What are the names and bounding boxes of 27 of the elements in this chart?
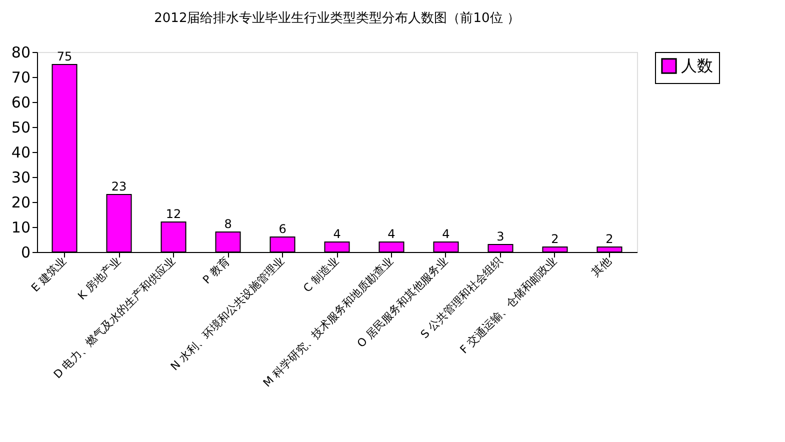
y-tick-label: 0 xyxy=(20,244,30,262)
y-tick-label: 20 xyxy=(11,194,30,212)
x-tick-label: E 建筑业 xyxy=(28,254,69,294)
y-tick-label: 80 xyxy=(11,44,30,62)
x-tick-label: P 教育 xyxy=(200,254,232,286)
data-label: 4 xyxy=(388,227,396,241)
y-tick-label: 10 xyxy=(11,218,30,236)
data-label: 4 xyxy=(442,227,450,241)
chart-title: 2012届给排水专业毕业生行业类型类型分布人数图（前10位 ） xyxy=(154,11,520,26)
data-label: 12 xyxy=(166,207,182,221)
data-label: 6 xyxy=(278,222,286,236)
y-tick-label: 70 xyxy=(11,68,30,86)
data-label: 4 xyxy=(333,227,341,241)
data-label: 2 xyxy=(606,232,614,246)
y-tick-label: 50 xyxy=(11,118,30,136)
y-tick-label: 60 xyxy=(11,94,30,112)
y-tick-label: 30 xyxy=(11,168,30,186)
data-label: 23 xyxy=(111,180,127,194)
data-label: 3 xyxy=(496,230,504,244)
legend-label: 人数 xyxy=(681,56,713,75)
x-tick-label: C 制造业 xyxy=(300,254,342,295)
data-label: 8 xyxy=(224,217,232,231)
data-label: 75 xyxy=(56,50,72,64)
data-label: 2 xyxy=(551,232,559,246)
y-tick-label: 40 xyxy=(11,144,30,162)
x-tick-label: K 房地产业 xyxy=(75,254,124,302)
x-tick-label: 其他 xyxy=(588,254,614,280)
